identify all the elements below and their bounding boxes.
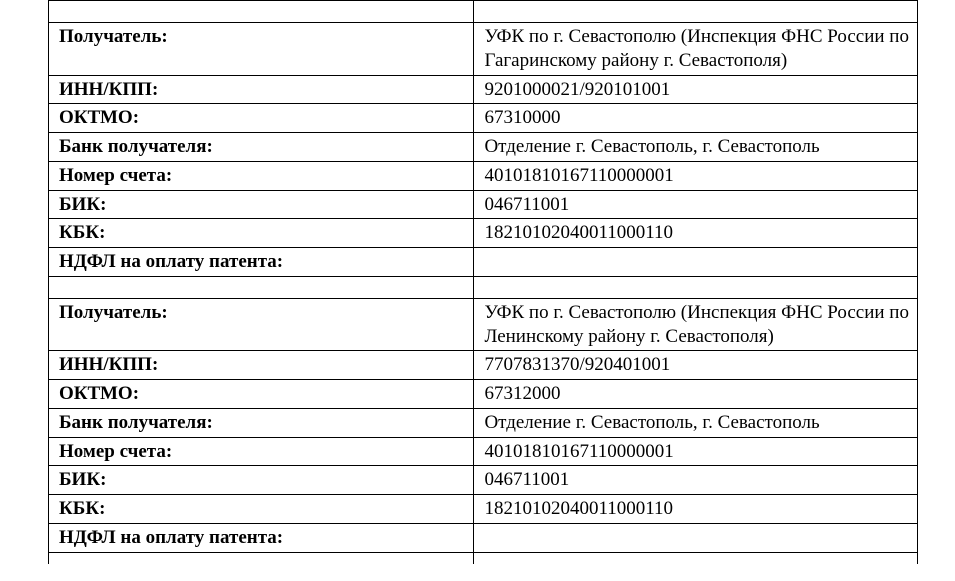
row-value [474,248,918,277]
table-row: Получатель: УФК по г. Севастополю (Инспе… [49,23,918,76]
table-row: ОКТМО: 67312000 [49,380,918,409]
row-label: КБК: [49,495,474,524]
table-row: Получатель: УФК по г. Севастополю (Инспе… [49,298,918,351]
row-value: 9201000021/920101001 [474,75,918,104]
table-row: Номер счета: 40101810167110000001 [49,161,918,190]
trailing-partial-row [49,552,918,564]
row-value: 18210102040011000110 [474,219,918,248]
row-label: Банк получателя: [49,408,474,437]
row-value [474,523,918,552]
leading-empty-value-cell [474,1,918,23]
table-row: Номер счета: 40101810167110000001 [49,437,918,466]
row-label: ОКТМО: [49,104,474,133]
table-row: Банк получателя: Отделение г. Севастопол… [49,133,918,162]
row-label: Номер счета: [49,437,474,466]
block-spacer-row [49,276,918,298]
table-row: ИНН/КПП: 7707831370/920401001 [49,351,918,380]
row-value: Отделение г. Севастополь, г. Севастополь [474,133,918,162]
leading-empty-row [49,1,918,23]
row-value: 7707831370/920401001 [474,351,918,380]
leading-empty-label-cell [49,1,474,23]
row-label: БИК: [49,190,474,219]
row-value: 40101810167110000001 [474,161,918,190]
row-label: КБК: [49,219,474,248]
row-label: ОКТМО: [49,380,474,409]
row-label: НДФЛ на оплату патента: [49,248,474,277]
table-row: ОКТМО: 67310000 [49,104,918,133]
row-label: Получатель: [49,23,474,76]
row-value: 18210102040011000110 [474,495,918,524]
row-value: УФК по г. Севастополю (Инспекция ФНС Рос… [474,23,918,76]
spacer-value-cell [474,276,918,298]
table-row: КБК: 18210102040011000110 [49,219,918,248]
table-row: НДФЛ на оплату патента: [49,523,918,552]
row-label: ИНН/КПП: [49,75,474,104]
row-value: 40101810167110000001 [474,437,918,466]
trailing-label-cell [49,552,474,564]
row-value: 67310000 [474,104,918,133]
spacer-label-cell [49,276,474,298]
table-row: КБК: 18210102040011000110 [49,495,918,524]
row-value: 046711001 [474,466,918,495]
row-label: Номер счета: [49,161,474,190]
table-row: Банк получателя: Отделение г. Севастопол… [49,408,918,437]
row-value: УФК по г. Севастополю (Инспекция ФНС Рос… [474,298,918,351]
table-row: БИК: 046711001 [49,190,918,219]
table-row: НДФЛ на оплату патента: [49,248,918,277]
row-label: Получатель: [49,298,474,351]
row-label: БИК: [49,466,474,495]
row-value: 046711001 [474,190,918,219]
table-row: ИНН/КПП: 9201000021/920101001 [49,75,918,104]
table-row: БИК: 046711001 [49,466,918,495]
row-label: Банк получателя: [49,133,474,162]
row-value: Отделение г. Севастополь, г. Севастополь [474,408,918,437]
row-value: 67312000 [474,380,918,409]
row-label: НДФЛ на оплату патента: [49,523,474,552]
payment-details-table: Получатель: УФК по г. Севастополю (Инспе… [48,0,918,564]
row-label: ИНН/КПП: [49,351,474,380]
trailing-value-cell [474,552,918,564]
